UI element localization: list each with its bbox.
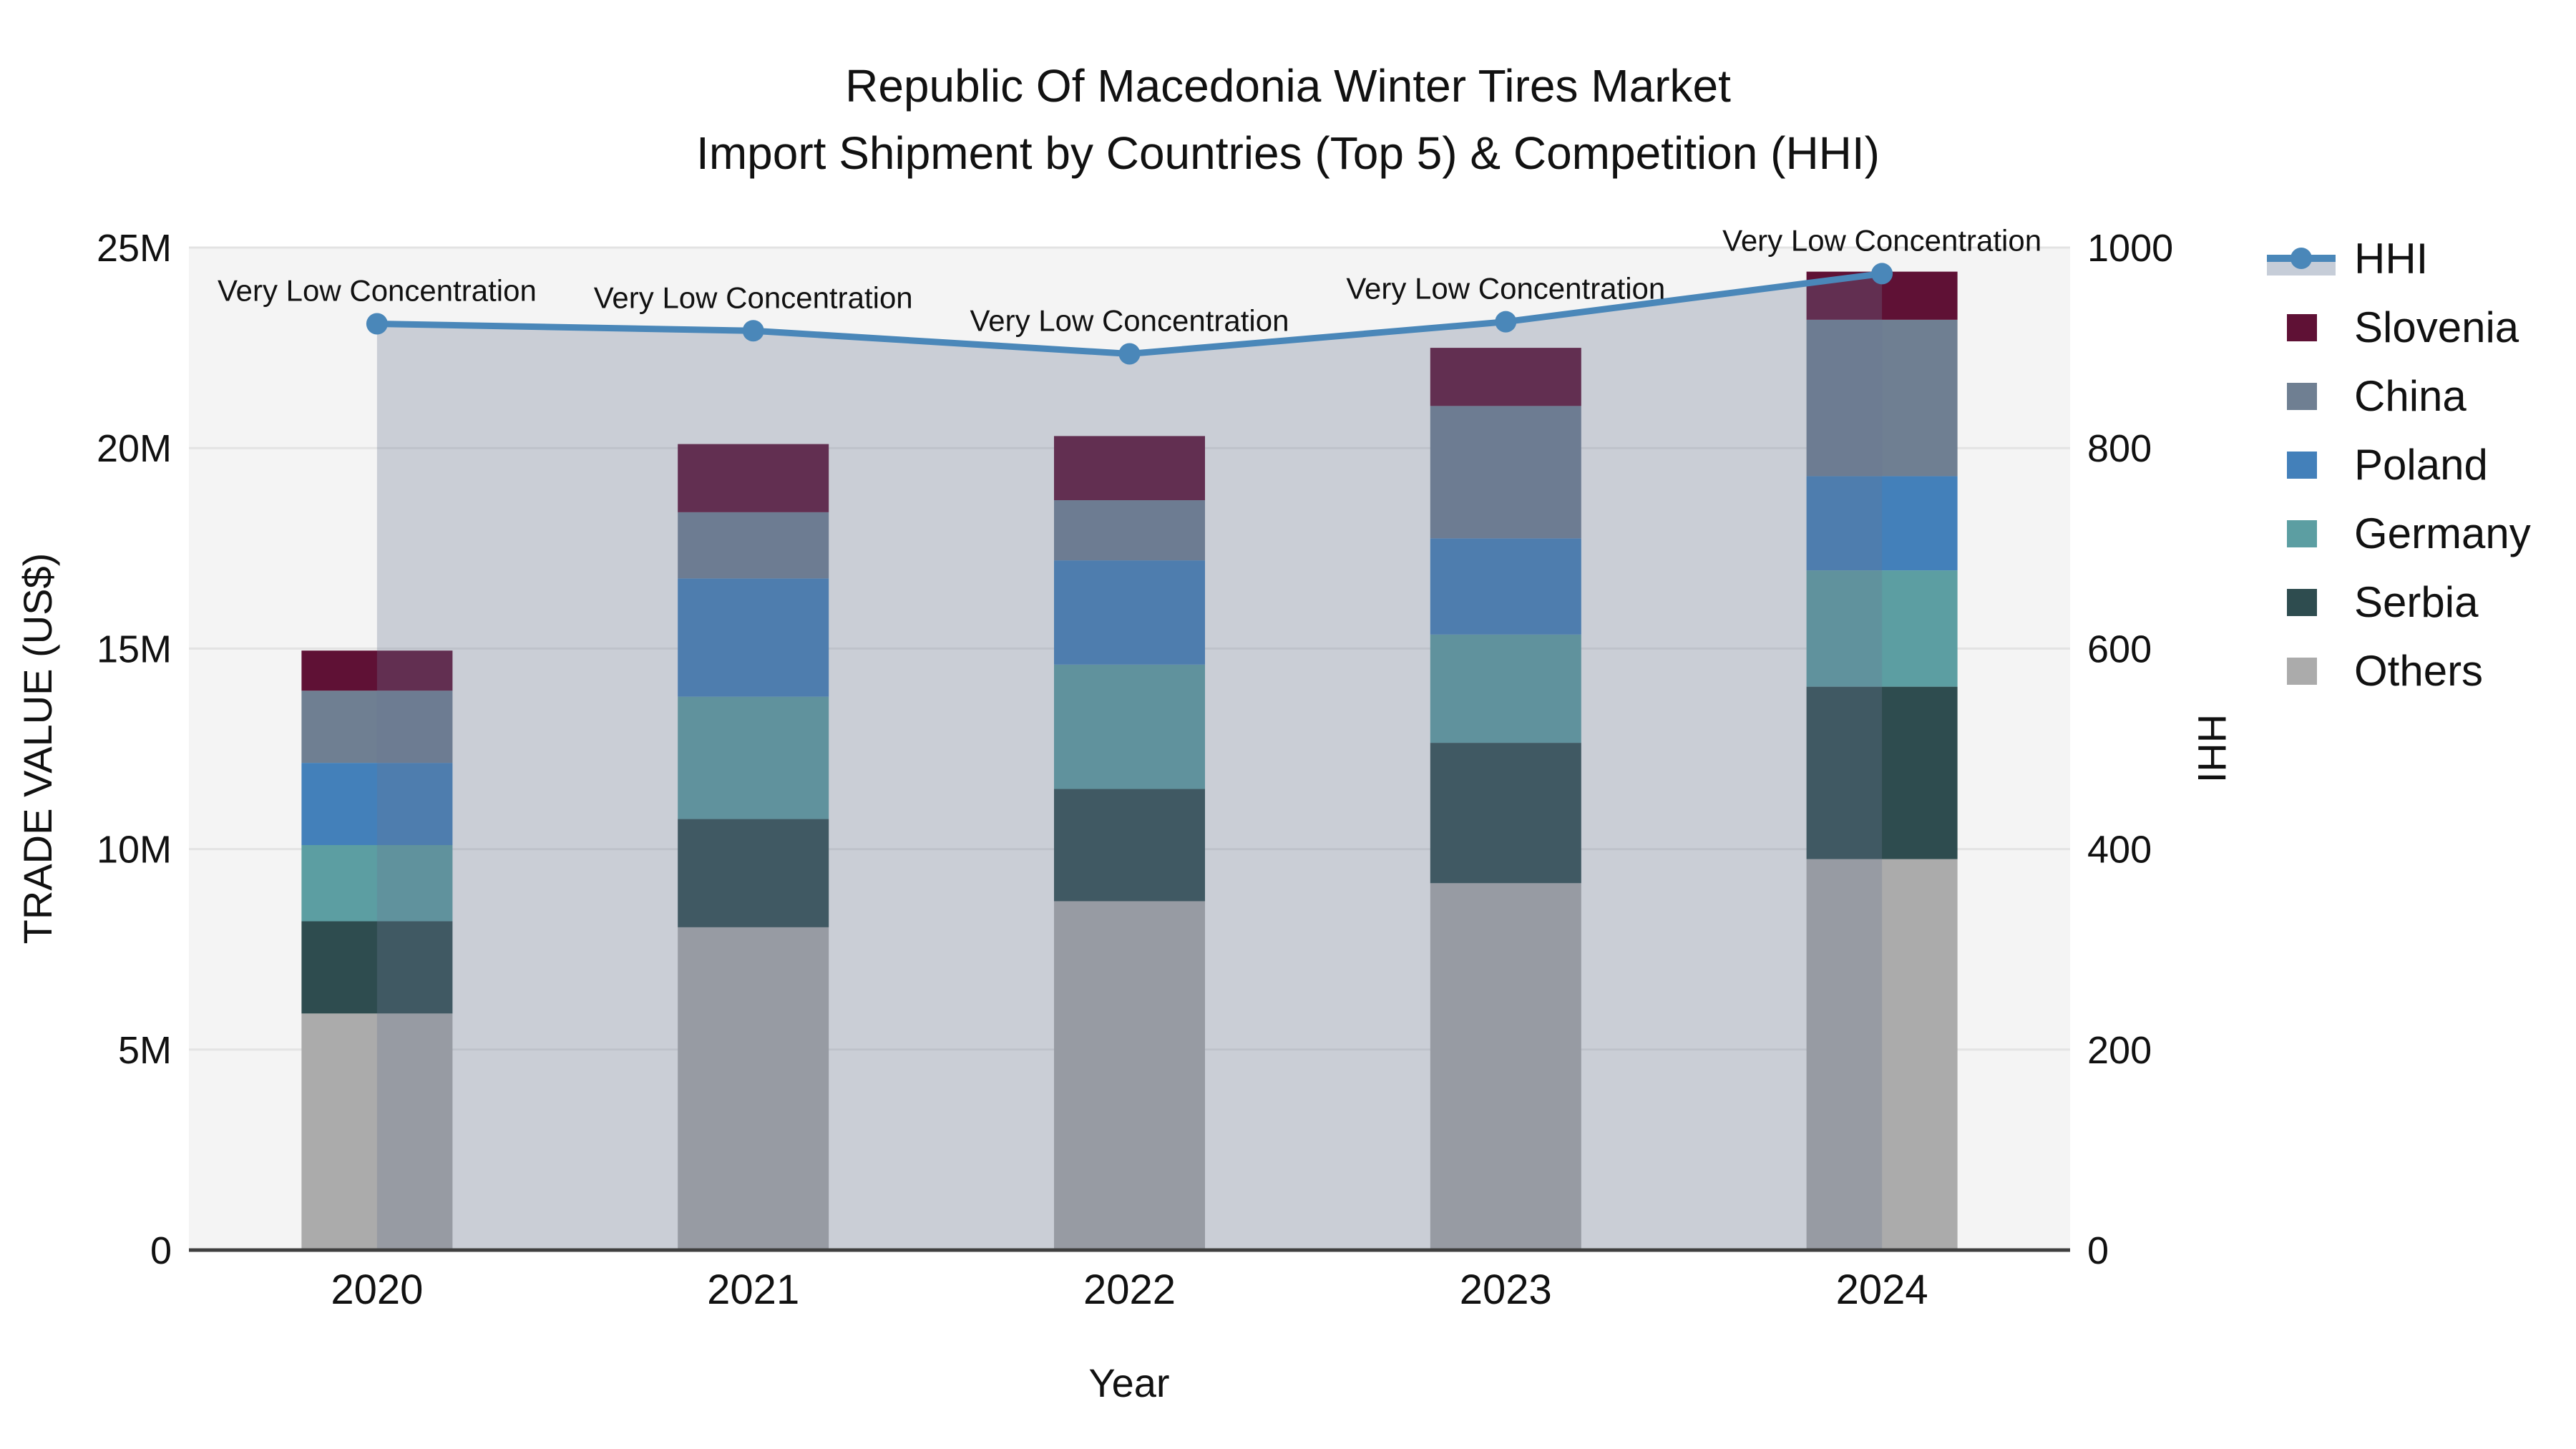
stacked-bars: [301, 271, 1958, 1250]
bar-segment-others-2021[interactable]: [678, 927, 829, 1250]
y-left-tick: 15M: [97, 628, 172, 670]
hhi-annotations: Very Low Concentration Very Low Concentra…: [218, 223, 2041, 337]
y-left-tick: 5M: [118, 1029, 172, 1072]
legend-label-china: China: [2354, 372, 2467, 420]
annotation-2021: Very Low Concentration: [594, 280, 913, 314]
bar-segment-others-2020[interactable]: [301, 1013, 453, 1250]
legend: HHI Slovenia China Poland Germany Serbia Other…: [2267, 235, 2531, 695]
legend-item-germany[interactable]: Germany: [2287, 509, 2531, 557]
bar-segment-serbia-2022[interactable]: [1054, 789, 1205, 902]
legend-item-serbia[interactable]: Serbia: [2287, 578, 2479, 626]
x-tick-2020: 2020: [331, 1267, 423, 1313]
bar-segment-china-2020[interactable]: [301, 691, 453, 763]
bar-segment-poland-2022[interactable]: [1054, 560, 1205, 665]
legend-label-others: Others: [2354, 647, 2483, 695]
legend-item-hhi[interactable]: HHI: [2267, 235, 2428, 283]
legend-swatch-germany: [2287, 520, 2317, 547]
legend-label-germany: Germany: [2354, 509, 2531, 557]
hhi-line: [366, 263, 1893, 365]
hhi-legend-marker-icon: [2290, 248, 2312, 269]
x-axis-title: Year: [1088, 1360, 1169, 1405]
y-right-tick: 600: [2087, 628, 2152, 670]
y-left-tick: 0: [150, 1229, 172, 1272]
hhi-marker-2022[interactable]: [1118, 343, 1141, 365]
annotation-2022: Very Low Concentration: [970, 304, 1289, 338]
legend-swatch-serbia: [2287, 589, 2317, 616]
hhi-area-fill: [376, 273, 1883, 1250]
bar-segment-others-2023[interactable]: [1430, 883, 1581, 1250]
x-tick-2024: 2024: [1836, 1267, 1928, 1313]
hhi-marker-2023[interactable]: [1495, 311, 1517, 333]
legend-label-serbia: Serbia: [2354, 578, 2479, 626]
hhi-marker-2020[interactable]: [366, 313, 388, 335]
y-left-tick: 10M: [97, 829, 172, 872]
bar-segment-serbia-2021[interactable]: [678, 819, 829, 927]
y-right-axis-title: HHI: [2190, 714, 2235, 783]
y-left-tick: 20M: [97, 427, 172, 470]
bar-segment-slovenia-2020[interactable]: [301, 650, 453, 691]
bar-segment-china-2024[interactable]: [1806, 319, 1958, 477]
legend-item-china[interactable]: China: [2287, 372, 2467, 420]
hhi-marker-2024[interactable]: [1871, 263, 1893, 285]
hhi-area: [376, 273, 1883, 1250]
y-left-axis-title: TRADE VALUE (US$): [15, 553, 60, 945]
bar-segment-germany-2023[interactable]: [1430, 634, 1581, 743]
axes: 0 5M 10M 15M 20M 25M 0 200 400 600 800 1000 2020 2021…: [97, 227, 2173, 1313]
x-tick-2022: 2022: [1083, 1267, 1176, 1313]
legend-label-slovenia: Slovenia: [2354, 303, 2519, 351]
bar-segment-china-2021[interactable]: [678, 512, 829, 579]
bar-segment-slovenia-2021[interactable]: [678, 444, 829, 512]
bar-segment-others-2022[interactable]: [1054, 901, 1205, 1250]
bar-segment-china-2022[interactable]: [1054, 500, 1205, 561]
bar-segment-serbia-2024[interactable]: [1806, 686, 1958, 859]
annotation-2024: Very Low Concentration: [1722, 223, 2041, 257]
bar-segment-germany-2024[interactable]: [1806, 570, 1958, 687]
legend-swatch-others: [2287, 658, 2317, 685]
hhi-marker-2021[interactable]: [742, 320, 764, 342]
legend-item-poland[interactable]: Poland: [2287, 441, 2488, 489]
y-right-tick: 1000: [2087, 227, 2173, 270]
bar-segment-slovenia-2023[interactable]: [1430, 348, 1581, 406]
annotation-2023: Very Low Concentration: [1346, 272, 1665, 306]
x-tick-2023: 2023: [1460, 1267, 1552, 1313]
legend-label-hhi: HHI: [2354, 235, 2428, 283]
y-left-tick: 25M: [97, 227, 172, 270]
bar-segment-poland-2023[interactable]: [1430, 538, 1581, 635]
bar-segment-others-2024[interactable]: [1806, 859, 1958, 1250]
y-right-tick: 800: [2087, 427, 2152, 470]
bar-segment-serbia-2020[interactable]: [301, 921, 453, 1014]
bar-segment-poland-2024[interactable]: [1806, 476, 1958, 571]
legend-label-poland: Poland: [2354, 441, 2488, 489]
bar-segment-serbia-2023[interactable]: [1430, 743, 1581, 884]
legend-item-others[interactable]: Others: [2287, 647, 2483, 695]
legend-swatch-china: [2287, 383, 2317, 410]
y-right-tick: 200: [2087, 1029, 2152, 1072]
bar-segment-poland-2021[interactable]: [678, 578, 829, 697]
y-right-tick: 400: [2087, 829, 2152, 872]
annotation-2020: Very Low Concentration: [218, 273, 537, 307]
bar-segment-slovenia-2022[interactable]: [1054, 436, 1205, 501]
bar-segment-china-2023[interactable]: [1430, 406, 1581, 539]
x-tick-2021: 2021: [707, 1267, 799, 1313]
bar-segment-poland-2020[interactable]: [301, 763, 453, 845]
chart-title-line1: Republic Of Macedonia Winter Tires Marke…: [845, 60, 1731, 112]
bar-segment-germany-2022[interactable]: [1054, 664, 1205, 789]
legend-swatch-slovenia: [2287, 314, 2317, 341]
bar-segment-germany-2020[interactable]: [301, 844, 453, 922]
y-right-tick: 0: [2087, 1229, 2109, 1272]
chart-title-line2: Import Shipment by Countries (Top 5) & C…: [696, 127, 1880, 179]
bar-segment-germany-2021[interactable]: [678, 696, 829, 819]
legend-swatch-poland: [2287, 452, 2317, 479]
legend-item-slovenia[interactable]: Slovenia: [2287, 303, 2519, 351]
